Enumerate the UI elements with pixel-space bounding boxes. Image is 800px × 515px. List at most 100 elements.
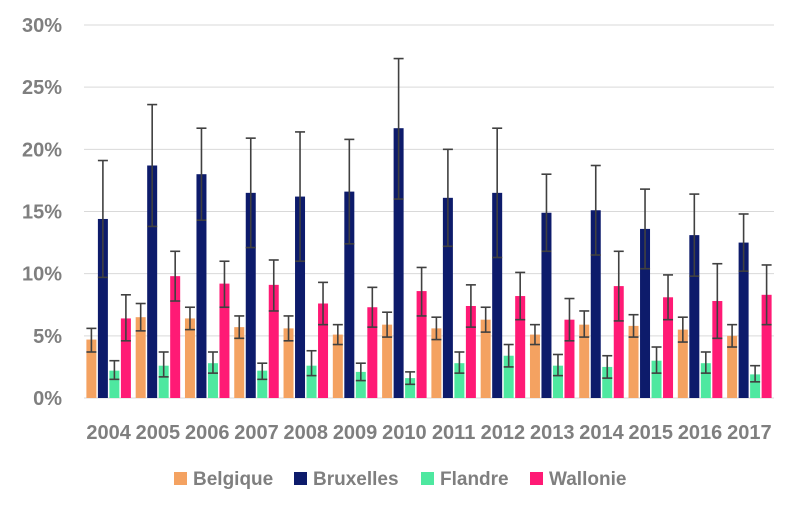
x-tick-label: 2006 bbox=[185, 422, 230, 444]
bar-flandre-2015 bbox=[651, 360, 662, 398]
error-bar-wallonie-2011 bbox=[465, 284, 476, 328]
bar-belgique-2009 bbox=[332, 334, 343, 398]
bar-wallonie-2007 bbox=[268, 284, 279, 398]
x-tick-label: 2012 bbox=[481, 422, 526, 444]
legend-item-bruxelles: Bruxelles bbox=[294, 469, 399, 490]
error-bar-wallonie-2014 bbox=[613, 250, 624, 322]
x-tick-label: 2013 bbox=[530, 422, 575, 444]
bar-bruxelles-2004 bbox=[97, 218, 108, 398]
x-tick-label: 2010 bbox=[382, 422, 427, 444]
bar-wallonie-2005 bbox=[170, 276, 181, 398]
y-tick-label: 20% bbox=[22, 139, 62, 161]
y-axis-ticks: 0% 5% 10% 15% 20% 25% 30% bbox=[22, 15, 62, 410]
error-bar-flandre-2010 bbox=[405, 371, 416, 386]
legend-item-flandre: Flandre bbox=[421, 469, 509, 490]
error-bar-belgique-2013 bbox=[529, 323, 540, 346]
error-bar-belgique-2008 bbox=[283, 315, 294, 342]
legend-label: Flandre bbox=[440, 469, 509, 490]
bar-bruxelles-2008 bbox=[295, 196, 306, 398]
bar-flandre-2007 bbox=[257, 370, 268, 398]
error-bar-flandre-2007 bbox=[257, 362, 268, 381]
error-bar-belgique-2016 bbox=[677, 316, 688, 343]
error-bar-flandre-2008 bbox=[306, 349, 317, 377]
error-bar-bruxelles-2006 bbox=[196, 127, 207, 222]
error-bars bbox=[86, 57, 772, 386]
bar-wallonie-2015 bbox=[663, 297, 674, 398]
x-axis-ticks: 2004 2005 2006 2007 2008 2009 2010 2011 2012 2013… bbox=[86, 422, 771, 444]
bar-flandre-2004 bbox=[109, 370, 120, 398]
bar-wallonie-2006 bbox=[219, 283, 230, 398]
error-bar-belgique-2005 bbox=[135, 302, 146, 332]
error-bar-wallonie-2004 bbox=[120, 294, 131, 342]
bar-belgique-2013 bbox=[529, 334, 540, 398]
error-bar-wallonie-2006 bbox=[219, 260, 230, 309]
error-bar-wallonie-2007 bbox=[268, 259, 279, 312]
x-tick-label: 2017 bbox=[727, 422, 772, 444]
legend-swatch bbox=[421, 472, 434, 485]
bars bbox=[86, 128, 772, 399]
bar-belgique-2012 bbox=[480, 319, 491, 398]
error-bar-flandre-2004 bbox=[109, 359, 120, 381]
error-bar-wallonie-2017 bbox=[761, 264, 772, 326]
bar-wallonie-2004 bbox=[120, 318, 131, 398]
legend-label: Bruxelles bbox=[313, 469, 399, 490]
error-bar-flandre-2014 bbox=[602, 354, 613, 379]
y-tick-label: 30% bbox=[22, 15, 62, 37]
legend-label: Belgique bbox=[193, 469, 273, 490]
error-bar-flandre-2005 bbox=[158, 351, 169, 378]
x-tick-label: 2016 bbox=[678, 422, 723, 444]
error-bar-flandre-2016 bbox=[700, 351, 711, 374]
x-tick-label: 2014 bbox=[579, 422, 624, 444]
error-bar-bruxelles-2010 bbox=[393, 57, 404, 200]
error-bar-belgique-2006 bbox=[184, 306, 195, 331]
y-tick-label: 0% bbox=[33, 388, 62, 410]
error-bar-bruxelles-2004 bbox=[97, 159, 108, 279]
bar-bruxelles-2007 bbox=[245, 192, 256, 398]
error-bar-flandre-2017 bbox=[750, 364, 761, 383]
error-bar-belgique-2010 bbox=[382, 311, 393, 338]
error-bar-belgique-2015 bbox=[628, 313, 639, 338]
error-bar-flandre-2015 bbox=[651, 346, 662, 374]
bar-wallonie-2014 bbox=[613, 286, 624, 398]
x-tick-label: 2009 bbox=[333, 422, 378, 444]
bar-wallonie-2017 bbox=[761, 294, 772, 398]
y-tick-label: 15% bbox=[22, 202, 62, 224]
bar-bruxelles-2010 bbox=[393, 128, 404, 399]
error-bar-bruxelles-2015 bbox=[640, 188, 651, 270]
bar-flandre-2010 bbox=[405, 378, 416, 398]
error-bar-flandre-2013 bbox=[552, 353, 563, 377]
error-bar-wallonie-2013 bbox=[564, 297, 575, 342]
y-tick-label: 10% bbox=[22, 264, 62, 286]
error-bar-belgique-2011 bbox=[431, 316, 442, 341]
bar-bruxelles-2012 bbox=[492, 192, 503, 398]
x-tick-label: 2008 bbox=[284, 422, 329, 444]
legend-swatch bbox=[530, 472, 543, 485]
bar-bruxelles-2006 bbox=[196, 174, 207, 398]
bar-wallonie-2008 bbox=[318, 303, 329, 398]
error-bar-bruxelles-2016 bbox=[689, 193, 700, 277]
error-bar-wallonie-2008 bbox=[318, 281, 329, 326]
bar-flandre-2005 bbox=[158, 365, 169, 398]
bar-bruxelles-2013 bbox=[541, 212, 552, 398]
error-bar-wallonie-2010 bbox=[416, 266, 427, 317]
legend-swatch bbox=[294, 472, 307, 485]
error-bar-wallonie-2015 bbox=[663, 274, 674, 321]
bar-flandre-2008 bbox=[306, 365, 317, 398]
error-bar-belgique-2017 bbox=[727, 323, 738, 348]
bar-wallonie-2012 bbox=[515, 296, 526, 398]
x-tick-label: 2011 bbox=[432, 422, 475, 444]
error-bar-wallonie-2016 bbox=[712, 262, 723, 340]
y-tick-label: 25% bbox=[22, 77, 62, 99]
error-bar-flandre-2011 bbox=[454, 351, 465, 374]
y-tick-label: 5% bbox=[33, 326, 62, 348]
x-tick-label: 2007 bbox=[234, 422, 279, 444]
bar-belgique-2006 bbox=[184, 318, 195, 398]
error-bar-flandre-2012 bbox=[503, 343, 514, 368]
bar-wallonie-2009 bbox=[367, 307, 378, 398]
bar-flandre-2013 bbox=[552, 365, 563, 398]
error-bar-belgique-2012 bbox=[480, 306, 491, 333]
bar-bruxelles-2017 bbox=[738, 242, 749, 398]
bar-flandre-2017 bbox=[750, 374, 761, 398]
bar-flandre-2016 bbox=[700, 363, 711, 398]
